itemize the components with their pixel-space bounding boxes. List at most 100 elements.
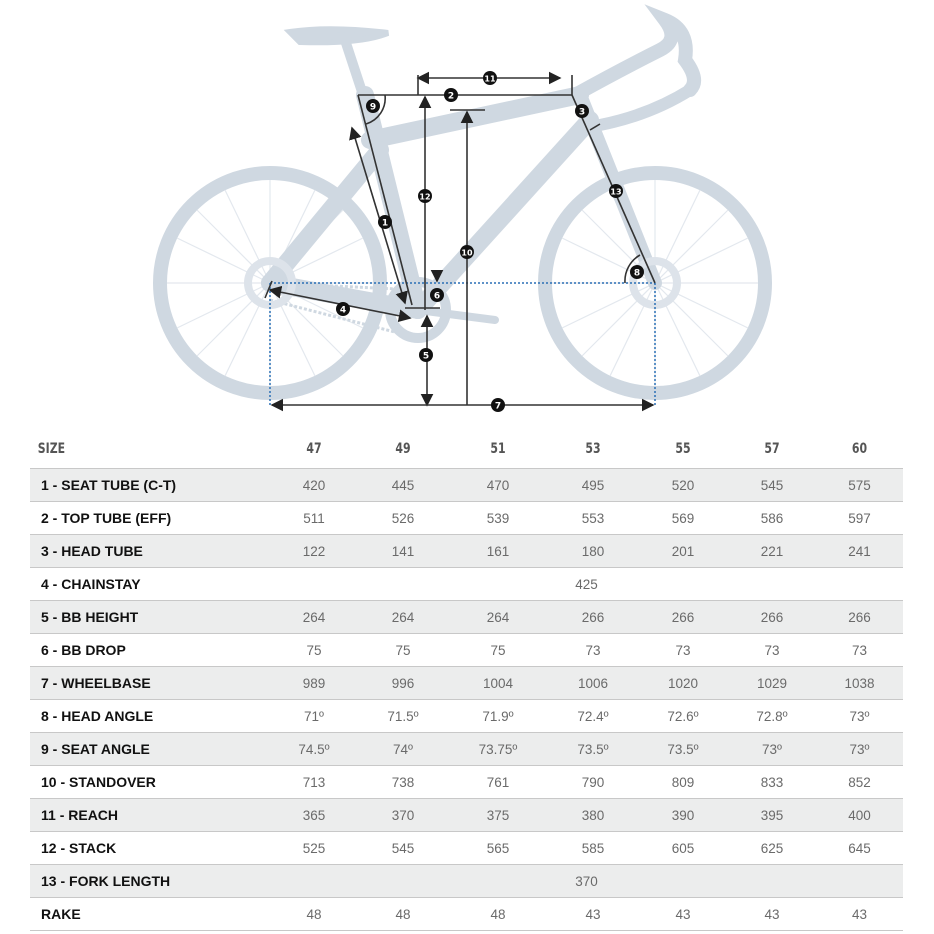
marker-11: 11 — [483, 71, 497, 85]
svg-text:11: 11 — [484, 75, 496, 84]
cell: 74º — [393, 741, 413, 757]
cell: 989 — [302, 675, 326, 691]
shared-cell: 370 — [575, 873, 598, 889]
cell: 264 — [391, 609, 415, 625]
size-55: 55 — [675, 441, 691, 457]
row-bb-height: 5 - BB HEIGHT 264 264 264 266 266 266 26… — [30, 600, 903, 634]
cell: 75 — [306, 642, 322, 658]
cell: 73 — [764, 642, 780, 658]
marker-1: 1 — [378, 215, 392, 229]
cell: 73.5º — [577, 741, 609, 757]
shared-cell: 425 — [575, 576, 598, 592]
cell: 400 — [848, 807, 871, 823]
size-header-row: SIZE 47 49 51 53 55 57 60 — [30, 430, 903, 469]
svg-text:5: 5 — [423, 352, 429, 362]
row-chainstay: 4 - CHAINSTAY 425 — [30, 567, 903, 601]
geometry-table: SIZE 47 49 51 53 55 57 60 1 - SEAT TUBE … — [30, 430, 903, 931]
cell: 597 — [848, 510, 871, 526]
row-label: 12 - STACK — [41, 840, 117, 856]
cell: 1006 — [577, 675, 609, 691]
row-label: 6 - BB DROP — [41, 642, 126, 658]
cell: 545 — [760, 477, 784, 493]
cell: 569 — [671, 510, 695, 526]
row-label: 9 - SEAT ANGLE — [41, 741, 150, 757]
row-standover: 10 - STANDOVER 713 738 761 790 809 833 8… — [30, 765, 903, 799]
row-label: 5 - BB HEIGHT — [41, 609, 139, 625]
size-53: 53 — [585, 441, 601, 457]
cell: 43 — [675, 906, 691, 922]
svg-text:4: 4 — [340, 306, 346, 316]
size-57: 57 — [764, 441, 780, 457]
cell: 73 — [851, 642, 868, 658]
row-head-angle: 8 - HEAD ANGLE 71º 71.5º 71.9º 72.4º 72.… — [30, 699, 903, 733]
cell: 380 — [581, 807, 605, 823]
cell: 266 — [671, 609, 695, 625]
size-header-label: SIZE — [37, 441, 66, 457]
row-label: 8 - HEAD ANGLE — [41, 708, 154, 724]
cell: 43 — [585, 906, 601, 922]
cell: 74.5º — [298, 741, 330, 757]
marker-9: 9 — [366, 99, 380, 113]
cell: 713 — [302, 774, 326, 790]
cell: 43 — [851, 906, 868, 922]
row-rake: RAKE 48 48 48 43 43 43 43 — [30, 897, 903, 931]
marker-7: 7 — [491, 398, 505, 412]
cell: 48 — [395, 906, 411, 922]
cell: 809 — [671, 774, 695, 790]
cell: 221 — [760, 543, 784, 559]
cell: 266 — [581, 609, 605, 625]
size-49: 49 — [395, 441, 411, 457]
row-label: 7 - WHEELBASE — [41, 675, 151, 691]
cell: 122 — [302, 543, 326, 559]
row-label: 13 - FORK LENGTH — [41, 873, 171, 889]
cell: 511 — [303, 510, 325, 526]
cell: 833 — [760, 774, 784, 790]
marker-6: 6 — [430, 288, 444, 302]
marker-10: 10 — [460, 245, 474, 259]
svg-text:12: 12 — [419, 193, 430, 202]
svg-text:9: 9 — [370, 103, 376, 113]
marker-3: 3 — [575, 104, 589, 118]
cell: 1029 — [756, 675, 788, 691]
cell: 525 — [302, 840, 326, 856]
cell: 420 — [302, 477, 326, 493]
cell: 625 — [760, 840, 784, 856]
row-label: 11 - REACH — [41, 807, 119, 823]
row-fork-length: 13 - FORK LENGTH 370 — [30, 864, 903, 898]
cell: 790 — [581, 774, 605, 790]
cell: 575 — [848, 477, 871, 493]
row-wheelbase: 7 - WHEELBASE 989 996 1004 1006 1020 102… — [30, 666, 903, 700]
cell: 264 — [302, 609, 326, 625]
svg-text:10: 10 — [461, 249, 473, 258]
cell: 266 — [760, 609, 784, 625]
row-label: 10 - STANDOVER — [41, 774, 156, 790]
row-label: 4 - CHAINSTAY — [41, 576, 141, 592]
svg-text:13: 13 — [610, 188, 621, 197]
cell: 520 — [671, 477, 695, 493]
cell: 73.5º — [667, 741, 699, 757]
cell: 996 — [391, 675, 415, 691]
cell: 365 — [302, 807, 326, 823]
size-47: 47 — [306, 441, 322, 457]
row-seat-angle: 9 - SEAT ANGLE 74.5º 74º 73.75º 73.5º 73… — [30, 732, 903, 766]
cell: 71.5º — [387, 708, 419, 724]
row-stack: 12 - STACK 525 545 565 585 605 625 645 — [30, 831, 903, 865]
size-60: 60 — [851, 441, 868, 457]
cell: 264 — [486, 609, 510, 625]
marker-8: 8 — [630, 265, 644, 279]
row-bb-drop: 6 - BB DROP 75 75 75 73 73 73 73 — [30, 633, 903, 667]
marker-4: 4 — [336, 302, 350, 316]
cell: 73 — [675, 642, 691, 658]
cell: 72.4º — [577, 708, 609, 724]
row-top-tube: 2 - TOP TUBE (EFF) 511 526 539 553 569 5… — [30, 501, 903, 535]
bike-geometry-diagram: 1 2 3 4 5 6 7 8 9 10 11 12 13 — [0, 0, 934, 420]
marker-12: 12 — [418, 189, 432, 203]
cell: 445 — [391, 477, 415, 493]
cell: 852 — [848, 774, 871, 790]
svg-text:7: 7 — [495, 402, 501, 412]
row-label: 1 - SEAT TUBE (C-T) — [41, 477, 177, 493]
cell: 390 — [671, 807, 695, 823]
cell: 565 — [486, 840, 510, 856]
marker-2: 2 — [444, 88, 458, 102]
cell: 738 — [391, 774, 415, 790]
